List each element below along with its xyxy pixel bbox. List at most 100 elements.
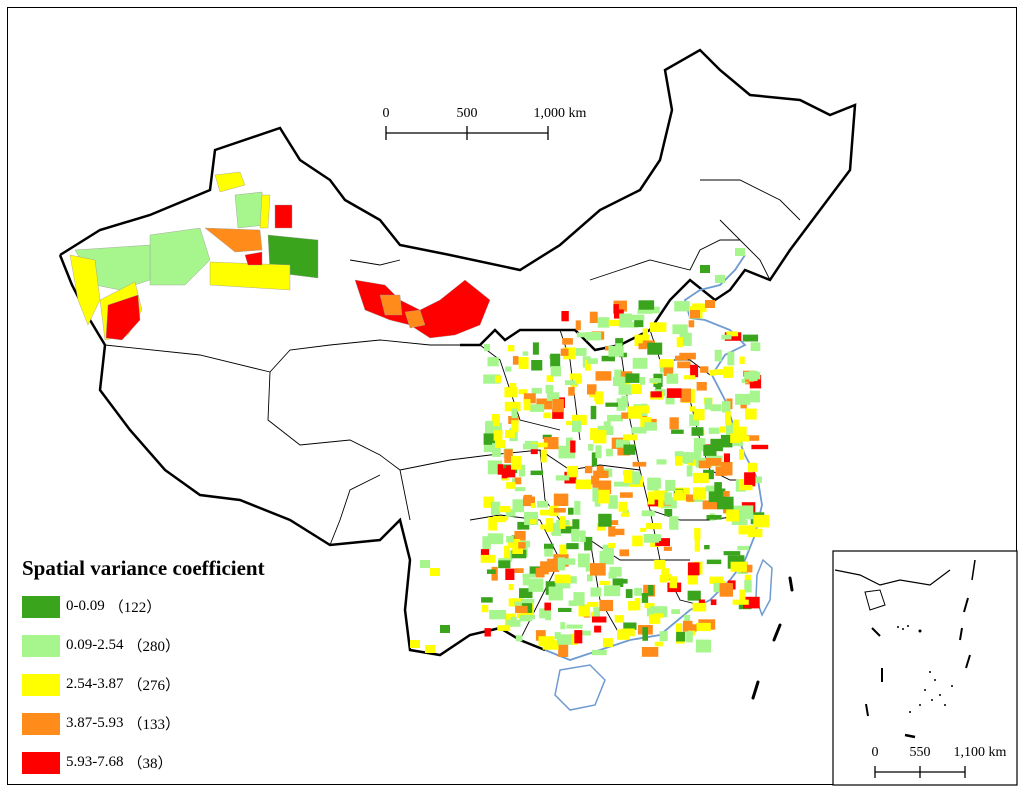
county-patch [594, 498, 601, 507]
county-patch [562, 338, 573, 345]
county-patch [743, 596, 760, 609]
county-patch [537, 500, 548, 508]
county-patch [546, 392, 560, 401]
county-patch [523, 399, 531, 411]
county-patch [618, 578, 628, 584]
county-patch [632, 461, 647, 467]
county-patch [585, 359, 591, 371]
county-patch [563, 558, 576, 565]
county-patch [488, 517, 497, 531]
county-patch [515, 605, 528, 614]
county-patch [625, 373, 640, 383]
inset-scale-tick-2: 1,100 km [954, 745, 1007, 760]
county-patch [553, 508, 566, 513]
county-patch [575, 320, 581, 331]
county-patch [644, 422, 657, 431]
county-patch [608, 495, 618, 509]
county-patch [590, 587, 602, 597]
inset-scale-tick-1: 550 [910, 745, 931, 760]
county-patch [531, 387, 542, 394]
county-patch [653, 613, 664, 618]
scale-tick-1: 500 [457, 106, 478, 121]
county-patch [732, 599, 749, 605]
county-patch [575, 348, 587, 356]
county-patch [733, 505, 749, 512]
county-patch [483, 433, 498, 445]
county-patch [725, 423, 736, 435]
county-patch [587, 574, 593, 582]
county-patch [703, 444, 717, 456]
county-patch [640, 527, 647, 532]
legend-rows: 0-0.09 （122） 0.09-2.54 （280） 2.54-3.87 （276） 3… [22, 587, 322, 782]
county-patch [608, 526, 616, 537]
county-patch [693, 438, 706, 451]
county-patch [710, 599, 717, 606]
county-patch [715, 369, 731, 375]
county-patch [576, 332, 592, 338]
legend-count: （133） [127, 717, 181, 733]
county-patch [491, 501, 501, 515]
county-patch [548, 586, 563, 601]
county-patch [723, 491, 730, 497]
county-patch [584, 465, 593, 474]
county-patch [520, 614, 535, 620]
county-patch [592, 487, 599, 502]
county-patch [631, 384, 642, 394]
county-patch [514, 568, 524, 573]
county-patch [747, 462, 758, 472]
county-patch [748, 528, 763, 538]
county-patch [641, 593, 649, 603]
county-patch [730, 561, 747, 572]
county-patch [710, 404, 722, 412]
county-patch [602, 544, 614, 557]
county-patch [663, 573, 672, 579]
county-patch [504, 545, 510, 559]
county-patch [590, 563, 606, 576]
county-patch [671, 429, 684, 434]
county-patch [608, 345, 624, 357]
county-patch [589, 311, 598, 323]
county-patch [596, 523, 606, 531]
county-patch [690, 364, 699, 378]
county-patch [560, 348, 569, 356]
county-patch [675, 456, 683, 466]
county-patch [642, 328, 648, 337]
county-patch [574, 630, 583, 644]
county-patch [553, 493, 569, 506]
county-patch [618, 384, 633, 395]
county-patch [587, 384, 597, 395]
county-patch [616, 398, 626, 411]
county-patch [560, 622, 566, 630]
county-patch [634, 334, 650, 346]
county-patch [518, 357, 529, 369]
county-patch [669, 417, 679, 430]
county-patch [566, 437, 573, 447]
county-patch [522, 351, 529, 356]
county-patch [577, 553, 590, 568]
county-patch [619, 549, 630, 557]
county-patch [627, 314, 645, 321]
county-patch [480, 554, 496, 563]
county-patch [694, 539, 700, 552]
legend-item: 2.54-3.87 （276） [22, 665, 322, 704]
county-patch [726, 331, 739, 337]
county-patch [508, 416, 519, 424]
county-patch [647, 342, 663, 355]
county-patch [702, 500, 718, 510]
county-patch [693, 408, 705, 421]
county-patch [612, 528, 625, 536]
county-patch [530, 519, 537, 525]
county-patch [693, 444, 702, 456]
county-patch [715, 275, 725, 283]
county-patch [593, 429, 607, 444]
county-patch [483, 496, 495, 508]
taiwan-island [755, 558, 773, 617]
county-patch [523, 494, 532, 507]
county-patch [594, 394, 604, 402]
county-patch [504, 401, 521, 412]
east-patches [410, 248, 770, 657]
county-patch [700, 265, 710, 273]
county-patch [648, 614, 661, 624]
county-patch [694, 527, 701, 540]
county-patch [625, 589, 633, 598]
